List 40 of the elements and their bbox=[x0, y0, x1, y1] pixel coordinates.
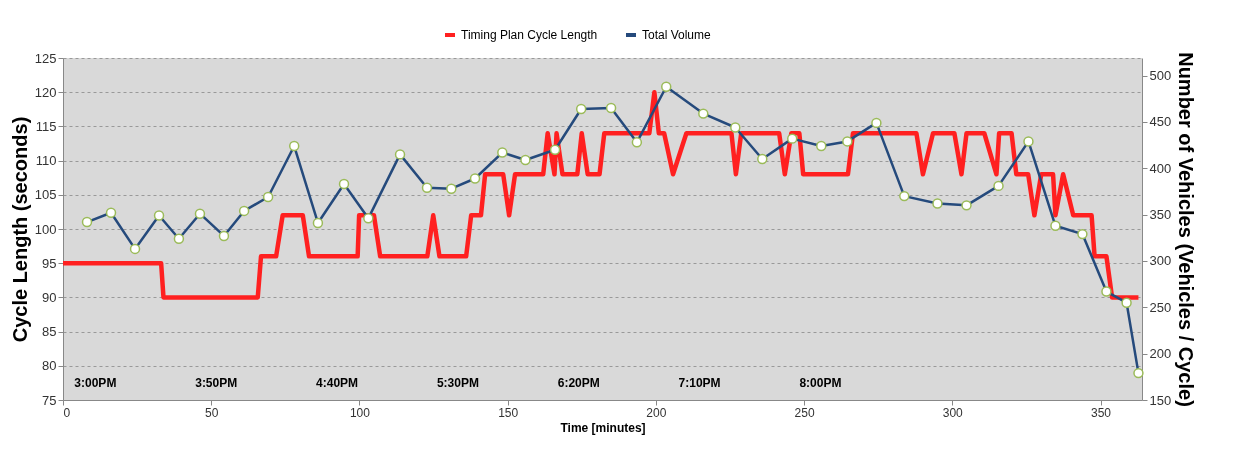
x-tick-label: 300 bbox=[942, 405, 964, 420]
y-tick-label: 105 bbox=[34, 187, 57, 203]
y-tick-label: 75 bbox=[42, 392, 57, 408]
annotation: 3:00PM bbox=[74, 375, 117, 390]
x-tick-label: 250 bbox=[794, 405, 815, 420]
legend-label: Total Volume bbox=[642, 28, 712, 42]
x-tick-label: 200 bbox=[646, 405, 667, 420]
x-tick-label: 0 bbox=[63, 405, 71, 420]
y-tick-label: 95 bbox=[42, 255, 57, 271]
y2-tick-label: 200 bbox=[1149, 346, 1172, 362]
y-tick-label: 90 bbox=[42, 289, 57, 305]
y2-tick-label: 450 bbox=[1149, 114, 1172, 130]
y-tick-label: 100 bbox=[34, 221, 57, 237]
y-tick-label: 125 bbox=[34, 50, 57, 66]
annotation: 3:50PM bbox=[195, 375, 238, 390]
y-tick-label: 85 bbox=[42, 324, 57, 340]
y-tick-label: 110 bbox=[35, 153, 57, 169]
annotation: 6:20PM bbox=[557, 375, 600, 390]
x-tick-label: 100 bbox=[349, 405, 371, 420]
y-tick-label: 120 bbox=[34, 84, 57, 100]
annotation: 7:10PM bbox=[678, 375, 721, 390]
x-tick-label: 350 bbox=[1090, 405, 1112, 420]
x-tick-label: 50 bbox=[205, 405, 219, 420]
y-tick-label: 80 bbox=[42, 358, 57, 374]
y2-tick-label: 400 bbox=[1149, 160, 1172, 176]
x-tick-label: 150 bbox=[498, 405, 519, 420]
legend-label: Timing Plan Cycle Length bbox=[461, 28, 598, 42]
y2-axis-title: Number of Vehicles (Vehicles / Cycle) bbox=[1175, 52, 1198, 407]
y2-tick-label: 500 bbox=[1149, 68, 1172, 84]
annotation: 8:00PM bbox=[799, 375, 842, 390]
y-tick-label: 115 bbox=[35, 118, 57, 134]
x-axis-title: Time [minutes] bbox=[560, 420, 646, 435]
y2-tick-label: 250 bbox=[1149, 299, 1172, 315]
y-axis-title: Cycle Length (seconds) bbox=[8, 116, 31, 343]
annotation: 4:40PM bbox=[316, 375, 359, 390]
y2-tick-label: 350 bbox=[1149, 207, 1172, 223]
annotation: 5:30PM bbox=[436, 375, 479, 390]
y2-tick-label: 150 bbox=[1149, 392, 1172, 408]
line-series bbox=[60, 89, 1141, 300]
y2-tick-label: 300 bbox=[1149, 253, 1172, 269]
